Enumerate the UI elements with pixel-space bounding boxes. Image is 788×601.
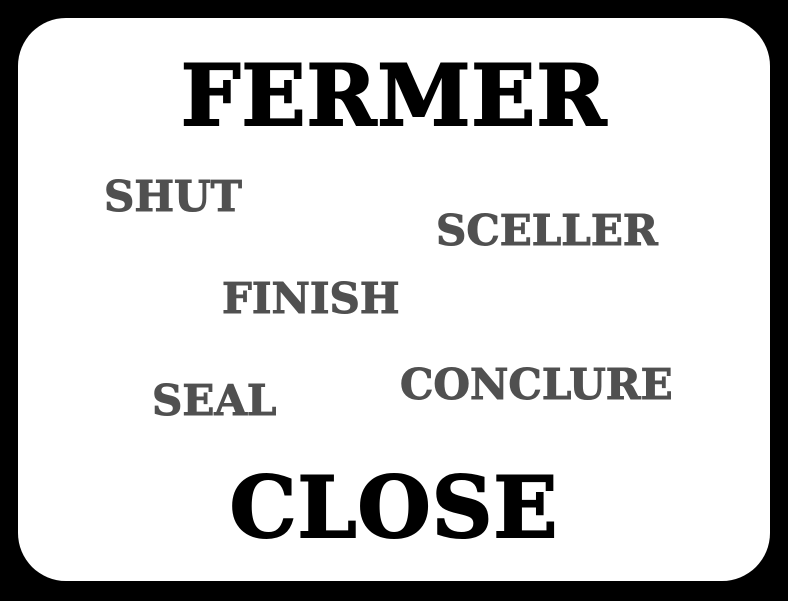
synonym-seal: SEAL bbox=[151, 376, 277, 425]
synonym-shut: SHUT bbox=[104, 172, 243, 221]
synonym-conclure: CONCLURE bbox=[400, 360, 674, 409]
bottom-word-close: CLOSE bbox=[229, 458, 559, 557]
synonym-sceller: SCELLER bbox=[436, 206, 659, 255]
white-card: FERMER SHUT SCELLER FINISH SEAL CONCLURE… bbox=[18, 18, 770, 581]
title-word-fermer: FERMER bbox=[180, 46, 608, 145]
synonym-finish: FINISH bbox=[222, 274, 401, 323]
